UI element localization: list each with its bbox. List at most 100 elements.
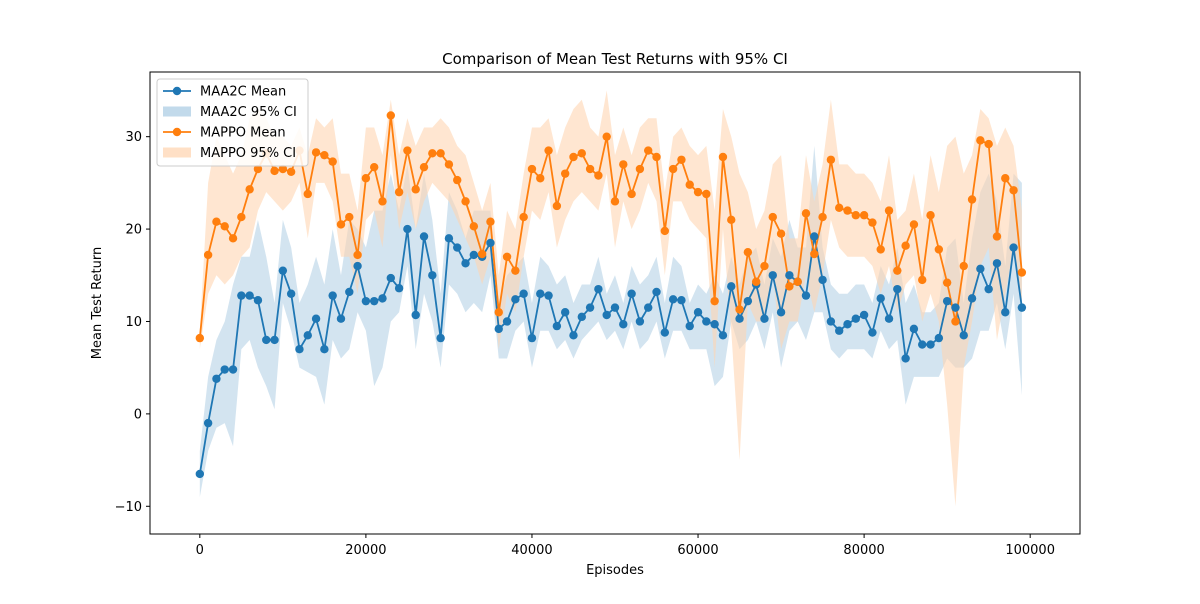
legend-label: MAPPO 95% CI (200, 146, 296, 161)
data-point-mappo (386, 111, 395, 120)
data-point-mappo (785, 282, 794, 291)
data-point-maa2c (203, 418, 213, 428)
legend-box (156, 78, 309, 167)
data-point-mappo (245, 185, 254, 194)
data-point-mappo (959, 261, 968, 271)
data-point-maa2c (826, 317, 836, 326)
data-point-mappo (735, 305, 744, 314)
data-point-maa2c (386, 273, 395, 283)
data-point-mappo (577, 149, 586, 158)
x-axis-label: Episodes (586, 563, 644, 578)
data-point-mappo (685, 180, 694, 189)
legend-band-swatch (163, 106, 191, 117)
data-point-maa2c (926, 340, 935, 349)
data-point-mappo (710, 296, 719, 306)
data-point-maa2c (602, 310, 611, 320)
data-point-maa2c (453, 243, 462, 252)
data-point-mappo (195, 333, 205, 343)
data-point-mappo (469, 222, 479, 231)
x-axis-ticks: 0 20000 40000 60000 80000 100000 (196, 534, 1055, 558)
data-point-mappo (569, 152, 578, 162)
data-point-mappo (718, 152, 728, 162)
data-point-maa2c (494, 324, 503, 334)
data-point-maa2c (394, 284, 404, 293)
data-point-mappo (743, 247, 753, 257)
legend-marker-swatch (172, 86, 182, 96)
data-point-maa2c (353, 261, 362, 271)
data-point-mappo (253, 164, 263, 174)
data-point-maa2c (469, 250, 479, 260)
data-point-mappo (345, 212, 354, 222)
data-point-mappo (237, 212, 246, 222)
data-point-maa2c (320, 345, 329, 354)
data-point-maa2c (195, 469, 205, 479)
data-point-maa2c (627, 289, 636, 298)
data-point-maa2c (685, 321, 694, 331)
data-point-mappo (419, 162, 429, 172)
data-point-maa2c (311, 314, 321, 323)
ci-band-mappo (199, 90, 1022, 507)
data-point-maa2c (776, 308, 786, 317)
data-point-mappo (909, 220, 919, 229)
data-point-maa2c (652, 287, 661, 297)
data-point-maa2c (295, 345, 304, 354)
data-point-mappo (843, 206, 852, 215)
data-point-maa2c (893, 284, 902, 294)
data-point-mappo (1001, 174, 1010, 183)
data-point-maa2c (677, 296, 686, 305)
data-point-mappo (585, 164, 595, 174)
data-point-mappo (403, 146, 412, 155)
data-point-maa2c (461, 259, 470, 268)
data-point-maa2c (536, 289, 545, 298)
data-point-maa2c (253, 296, 263, 305)
data-point-maa2c (378, 294, 387, 303)
y-tick-label: −10 (115, 500, 142, 515)
data-point-maa2c (735, 314, 744, 323)
data-point-mappo (212, 217, 221, 226)
data-point-mappo (918, 275, 927, 285)
data-point-mappo (619, 160, 628, 169)
data-point-maa2c (303, 331, 312, 340)
data-point-maa2c (519, 289, 528, 298)
mean-line-mappo (198, 115, 1023, 339)
data-point-mappo (660, 226, 670, 236)
data-point-mappo (311, 148, 321, 157)
data-point-mappo (868, 218, 877, 227)
data-point-maa2c (710, 320, 719, 329)
data-point-mappo (220, 222, 229, 231)
data-point-maa2c (876, 294, 885, 303)
data-point-mappo (760, 261, 769, 271)
data-point-mappo (544, 146, 553, 155)
mean-markers (195, 111, 1027, 479)
data-point-maa2c (544, 291, 553, 300)
data-point-mappo (336, 220, 346, 229)
data-point-maa2c (760, 314, 769, 323)
data-point-mappo (976, 136, 985, 145)
legend: MAA2C Mean MAA2C 95% CI MAPPO Mean MAPPO 95… (156, 78, 309, 167)
data-point-maa2c (502, 317, 512, 326)
data-point-maa2c (619, 320, 628, 329)
data-point-mappo (511, 266, 520, 275)
data-point-mappo (693, 187, 703, 197)
data-point-mappo (203, 250, 213, 260)
data-point-maa2c (942, 296, 952, 306)
data-point-mappo (793, 277, 802, 286)
data-point-maa2c (768, 271, 777, 280)
y-tick-label: 10 (125, 315, 142, 330)
data-point-maa2c (859, 310, 869, 320)
data-point-mappo (951, 317, 960, 326)
data-point-mappo (893, 266, 902, 275)
data-point-mappo (934, 245, 944, 254)
data-point-mappo (228, 234, 238, 243)
data-point-maa2c (818, 275, 827, 285)
data-point-maa2c (644, 303, 653, 312)
legend-label: MAA2C Mean (200, 85, 286, 100)
data-point-maa2c (843, 320, 852, 329)
data-point-maa2c (436, 333, 445, 343)
x-tick-label: 40000 (511, 543, 552, 558)
data-point-maa2c (884, 314, 894, 323)
data-point-maa2c (486, 238, 495, 248)
data-point-maa2c (976, 264, 985, 274)
